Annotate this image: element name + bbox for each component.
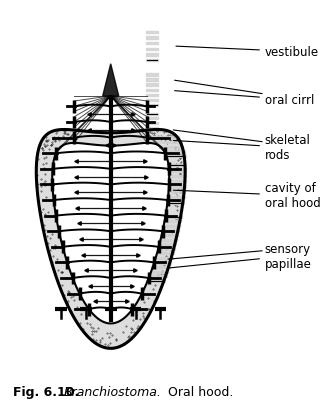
- Text: oral cirrl: oral cirrl: [175, 92, 314, 107]
- Text: sensory
papillae: sensory papillae: [168, 242, 312, 270]
- Polygon shape: [52, 143, 169, 324]
- Polygon shape: [52, 143, 169, 324]
- Polygon shape: [103, 65, 119, 96]
- Text: skeletal
rods: skeletal rods: [173, 134, 311, 162]
- Text: Fig. 6.10.: Fig. 6.10.: [13, 385, 80, 398]
- Polygon shape: [36, 130, 185, 348]
- Text: cavity of
oral hood: cavity of oral hood: [173, 182, 321, 210]
- Text: Oral hood.: Oral hood.: [168, 385, 234, 398]
- Text: vestibule: vestibule: [176, 46, 319, 59]
- Text: Branchiostoma.: Branchiostoma.: [64, 385, 162, 398]
